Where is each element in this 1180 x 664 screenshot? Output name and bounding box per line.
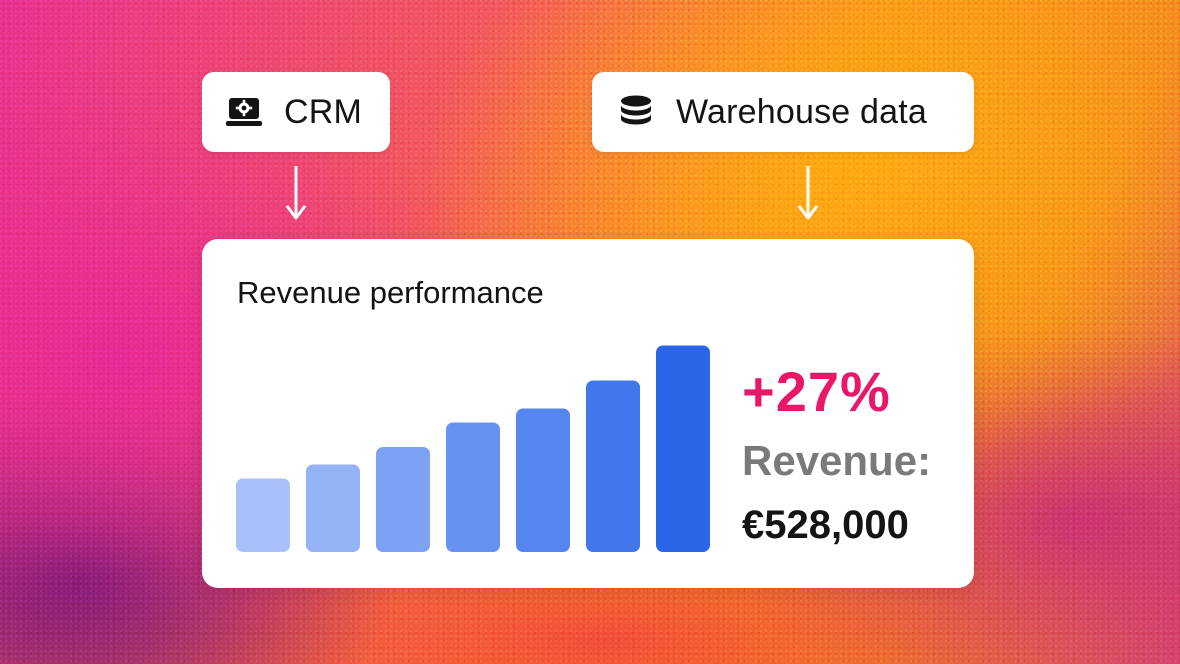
crm-arrow-down-icon [285, 166, 307, 220]
bar-2 [306, 464, 360, 552]
bar-3 [376, 447, 430, 552]
bar-7 [656, 345, 710, 552]
revenue-bar-chart [236, 345, 710, 552]
revenue-label: Revenue: [742, 437, 932, 484]
bar-1 [236, 478, 290, 552]
revenue-performance-card: Revenue performance +27% Revenue: €528,0… [202, 239, 974, 588]
crm-source-tag: CRM [202, 72, 390, 152]
warehouse-label: Warehouse data [676, 92, 928, 131]
revenue-change-percent: +27% [742, 360, 891, 423]
database-icon [614, 90, 658, 134]
bar-6 [586, 380, 640, 552]
bar-4 [446, 422, 500, 552]
crm-laptop-gear-icon [222, 90, 266, 134]
warehouse-arrow-down-icon [797, 166, 819, 220]
revenue-value: €528,000 [742, 503, 909, 547]
crm-label: CRM [284, 92, 363, 131]
bar-5 [516, 408, 570, 552]
card-title: Revenue performance [237, 275, 544, 310]
warehouse-source-tag: Warehouse data [592, 72, 974, 152]
